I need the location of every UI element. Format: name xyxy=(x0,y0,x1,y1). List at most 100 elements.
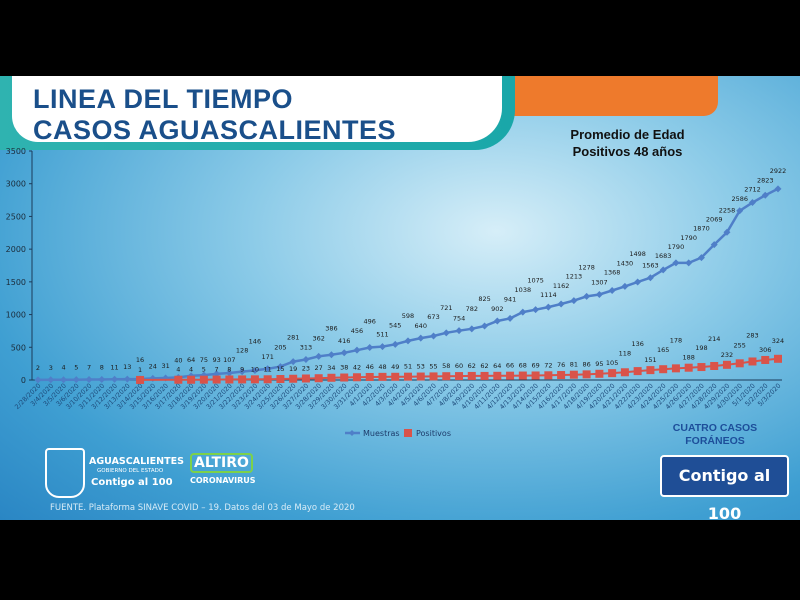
positivos-data-label: 118 xyxy=(619,349,631,357)
muestras-data-label: 146 xyxy=(249,337,261,345)
y-tick-label: 2500 xyxy=(6,212,26,221)
positivos-data-label: 86 xyxy=(582,360,590,368)
muestras-data-label: 11 xyxy=(110,363,118,371)
title-banner: LINEA DEL TIEMPO CASOS AGUASCALIENTES xyxy=(0,76,515,150)
muestras-point xyxy=(519,308,527,316)
muestras-data-label: 313 xyxy=(300,344,312,352)
positivos-data-label: 49 xyxy=(391,363,399,371)
altiro-logo: ALTIRO CORONAVIRUS xyxy=(190,452,256,496)
muestras-point xyxy=(251,366,259,374)
positivos-point xyxy=(761,355,770,364)
positivos-data-label: 27 xyxy=(315,364,323,372)
muestras-data-label: 107 xyxy=(223,356,235,364)
positivos-point xyxy=(327,373,336,382)
source-note: FUENTE. Plataforma SINAVE COVID – 19. Da… xyxy=(50,503,355,513)
muestras-point xyxy=(340,349,348,357)
positivos-data-label: 55 xyxy=(429,362,437,370)
muestras-data-label: 7 xyxy=(87,364,91,372)
positivos-data-label: 76 xyxy=(557,361,565,369)
muestras-data-label: 281 xyxy=(287,334,299,342)
muestras-data-label: 64 xyxy=(187,356,195,364)
muestras-data-label: 171 xyxy=(261,353,273,361)
page-title: LINEA DEL TIEMPO CASOS AGUASCALIENTES xyxy=(33,84,396,146)
muestras-point xyxy=(710,241,718,249)
muestras-data-label: 1114 xyxy=(540,291,557,299)
muestras-point xyxy=(583,292,591,300)
muestras-point xyxy=(366,344,374,352)
muestras-data-label: 1075 xyxy=(527,277,544,285)
muestras-point xyxy=(621,282,629,290)
positivos-point xyxy=(659,365,668,374)
positivos-point xyxy=(340,373,349,382)
positivos-data-label: 306 xyxy=(759,346,771,354)
positivos-point xyxy=(722,360,731,369)
muestras-data-label: 1870 xyxy=(693,225,710,233)
muestras-data-label: 1790 xyxy=(668,243,685,251)
muestras-data-label: 2586 xyxy=(731,195,748,203)
muestras-point xyxy=(72,376,80,384)
positivos-data-label: 4 xyxy=(189,366,193,374)
positivos-data-label: 48 xyxy=(378,363,386,371)
muestras-data-label: 456 xyxy=(351,327,363,335)
positivos-data-label: 214 xyxy=(708,335,720,343)
logo-state-name: AGUASCALIENTES xyxy=(89,456,184,467)
muestras-data-label: 640 xyxy=(415,322,427,330)
muestras-point xyxy=(353,346,361,354)
y-tick-label: 500 xyxy=(11,343,26,352)
positivos-data-label: 165 xyxy=(657,346,669,354)
positivos-point xyxy=(212,375,221,384)
positivos-data-label: 81 xyxy=(570,361,578,369)
positivos-data-label: 15 xyxy=(276,365,284,373)
muestras-point xyxy=(98,375,106,383)
positivos-data-label: 19 xyxy=(289,365,297,373)
muestras-data-label: 5 xyxy=(74,364,78,372)
positivos-point xyxy=(442,372,451,381)
muestras-data-label: 13 xyxy=(123,363,131,371)
muestras-data-label: 1162 xyxy=(553,282,570,290)
aguascalientes-logo: AGUASCALIENTES GOBIERNO DEL ESTADO Conti… xyxy=(45,448,184,498)
positivos-data-label: 60 xyxy=(455,362,463,370)
y-tick-label: 0 xyxy=(21,376,26,385)
muestras-point xyxy=(774,185,782,193)
positivos-data-label: 34 xyxy=(327,364,335,372)
muestras-point xyxy=(315,352,323,360)
positivos-point xyxy=(225,375,234,384)
muestras-data-label: 1498 xyxy=(629,250,646,258)
positivos-data-label: 68 xyxy=(519,362,527,370)
muestras-point xyxy=(736,207,744,215)
positivos-point xyxy=(506,371,515,380)
positivos-data-label: 198 xyxy=(695,344,707,352)
positivos-point xyxy=(199,375,208,384)
muestras-point xyxy=(225,369,233,377)
muestras-data-label: 545 xyxy=(389,321,401,329)
average-age-line-1: Promedio de Edad xyxy=(570,127,685,142)
muestras-point xyxy=(417,334,425,342)
muestras-point xyxy=(493,317,501,325)
muestras-data-label: 362 xyxy=(312,334,324,342)
muestras-data-label: 75 xyxy=(200,356,208,364)
positivos-data-label: 69 xyxy=(531,361,539,369)
muestras-point xyxy=(557,300,565,308)
positivos-data-label: 255 xyxy=(734,341,746,349)
muestras-point xyxy=(404,337,412,345)
muestras-point xyxy=(570,297,578,305)
positivos-data-label: 51 xyxy=(404,363,412,371)
positivos-data-label: 4 xyxy=(176,366,180,374)
positivos-data-label: 232 xyxy=(721,351,733,359)
muestras-point xyxy=(595,290,603,298)
muestras-point xyxy=(442,329,450,337)
positivos-point xyxy=(289,374,298,383)
positivos-point xyxy=(582,370,591,379)
title-line-2: CASOS AGUASCALIENTES xyxy=(33,115,397,145)
positivos-point xyxy=(748,357,757,366)
positivos-data-label: 9 xyxy=(240,365,244,373)
state-seal-icon xyxy=(45,448,85,498)
positivos-point xyxy=(263,375,272,384)
positivos-point xyxy=(391,372,400,381)
logo-state-slogan: Contigo al 100 xyxy=(91,477,173,488)
muestras-point xyxy=(748,199,756,207)
muestras-data-label: 386 xyxy=(325,325,337,333)
muestras-point xyxy=(264,365,272,373)
muestras-point xyxy=(608,286,616,294)
positivos-point xyxy=(569,370,578,379)
